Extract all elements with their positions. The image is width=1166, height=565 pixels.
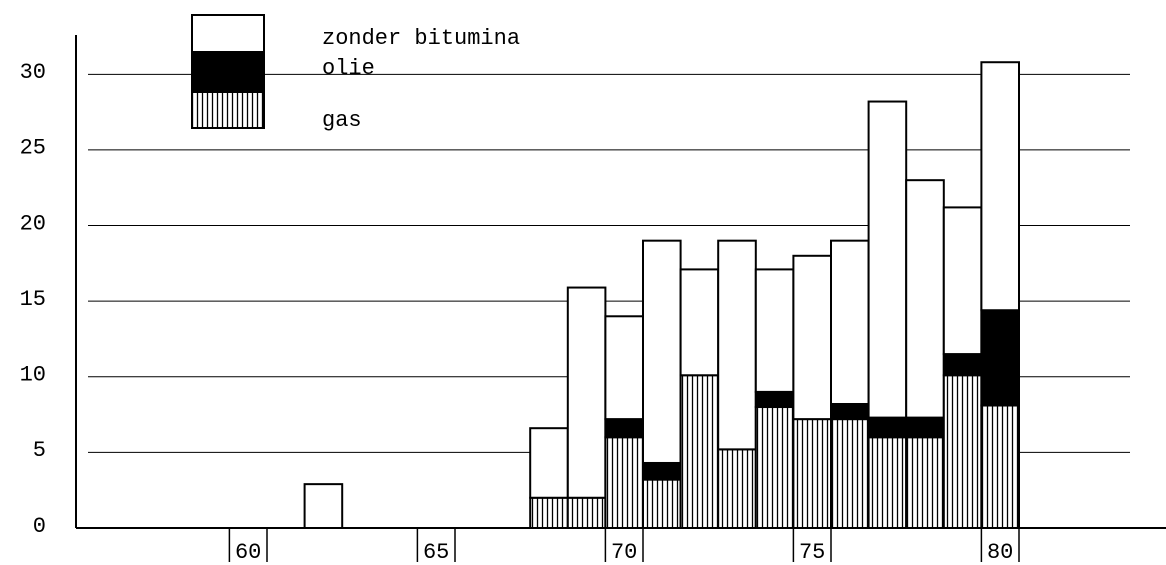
bar-segment [792,418,833,530]
y-tick-label: 20 [20,211,46,236]
bar-segment [303,483,344,529]
x-tick-label: 60 [235,540,261,565]
bar-segment [679,268,720,377]
bar-segment [905,436,945,529]
bar-segment [529,427,569,499]
y-tick-label: 10 [20,363,46,388]
bar-segment [905,179,945,419]
bar-segment [642,239,682,464]
y-tick-label: 30 [20,60,46,85]
bar-segment [604,418,645,439]
bar-segment [830,402,870,421]
bar-segment [604,315,645,421]
legend-swatch [191,51,265,93]
y-tick-label: 15 [20,287,46,312]
bar-segment [830,418,870,530]
bar-segment [679,374,720,529]
bar-segment [980,309,1021,407]
y-tick-label: 25 [20,136,46,161]
legend-swatch [191,91,265,129]
bar-segment [754,268,795,393]
bar-segment [566,496,607,530]
bar-segment [942,206,983,356]
bar-segment [642,461,682,481]
bar-segment [980,404,1021,529]
y-tick-label: 5 [33,438,46,463]
bar-segment [942,353,983,377]
bar-segment [717,239,757,451]
bar-segment [754,390,795,409]
bar-segment [642,478,682,529]
y-tick-label: 0 [33,514,46,539]
bar-segment [867,100,908,419]
bar-segment [980,61,1021,312]
bar-segment [867,416,908,439]
legend-label: zonder bitumina [322,26,520,51]
bar-segment [867,436,908,529]
bar-segment [754,406,795,529]
x-tick-label: 80 [987,540,1013,565]
bar-segment [604,436,645,529]
x-tick-label: 70 [611,540,637,565]
bar-segment [830,239,870,405]
bar-segment [905,416,945,439]
x-tick-label: 65 [423,540,449,565]
legend-label: olie [322,56,375,81]
bar-segment [566,286,607,499]
bar-segment [717,448,757,530]
legend-label: gas [322,108,362,133]
legend-swatch [191,14,265,53]
bar-segment [529,496,569,530]
x-tick-label: 75 [799,540,825,565]
bar-segment [942,374,983,529]
bar-segment [792,254,833,421]
